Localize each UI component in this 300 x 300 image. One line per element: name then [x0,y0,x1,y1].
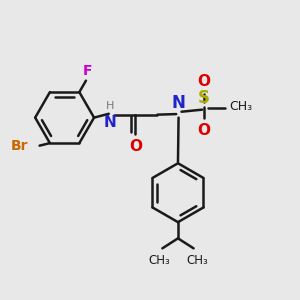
Text: H: H [106,101,114,111]
Text: CH₃: CH₃ [230,100,253,113]
Text: O: O [129,139,142,154]
Text: F: F [83,64,92,78]
Text: O: O [197,74,210,89]
Text: N: N [172,94,185,112]
Text: Br: Br [10,139,28,153]
Text: S: S [198,89,210,107]
Text: O: O [197,124,210,139]
Text: N: N [104,115,117,130]
Text: CH₃: CH₃ [148,254,170,267]
Text: CH₃: CH₃ [186,254,208,267]
